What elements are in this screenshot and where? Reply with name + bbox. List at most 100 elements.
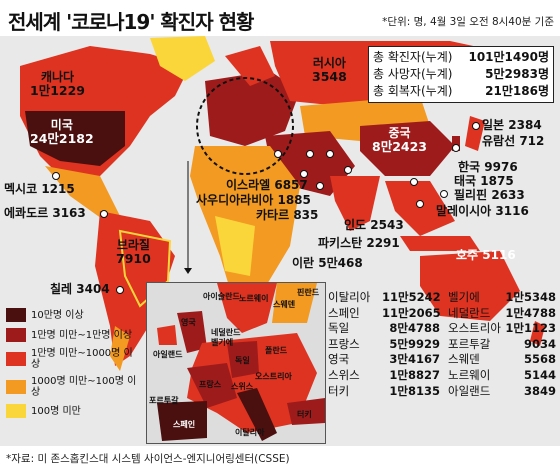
inset-spain <box>157 401 207 441</box>
country-name: 인도 <box>344 218 367 232</box>
greenland-shape <box>150 36 215 81</box>
totals-value: 21만186명 <box>485 84 549 98</box>
label-iran: 이란 5만468 <box>292 256 363 270</box>
totals-row-recovered: 총 회복자(누계) 21만186명 <box>373 83 549 100</box>
totals-label: 총 사망자(누계) <box>373 67 453 81</box>
pin-israel <box>274 150 282 158</box>
table-cell: 9034 <box>523 336 556 351</box>
table-cell: 3만4167 <box>389 352 440 367</box>
country-name: 카타르 <box>256 208 290 222</box>
table-cell: 11만5242 <box>382 290 441 304</box>
label-russia: 러시아 3548 <box>312 56 347 84</box>
pin-malaysia <box>416 200 424 208</box>
label-malaysia: 말레이시아 3116 <box>436 204 529 218</box>
legend-label: 1만명 미만~1만명 이상 <box>31 329 133 341</box>
europe-table: 이탈리아 11만5242 벨기에 1만5348 스페인 11만2065 네덜란드 1만478… <box>328 290 556 399</box>
table-row: 스위스 1만8827 노르웨이 5144 <box>328 368 556 384</box>
inset-label: 이탈리아 <box>235 428 265 437</box>
table-cell: 5만9929 <box>389 336 440 351</box>
pin-saudi <box>300 170 308 178</box>
label-saudi: 사우디아라비아 1885 <box>196 193 311 207</box>
pin-pakistan <box>326 150 334 158</box>
country-name: 필리핀 <box>454 188 488 202</box>
legend-label: 1만명 미만~1000명 이상 <box>31 348 133 370</box>
table-cell: 8만4788 <box>389 321 440 336</box>
inset-label: 독일 <box>235 356 250 365</box>
legend-label: 1000명 미만~100명 이상 <box>31 376 137 398</box>
country-value: 3116 <box>495 204 529 218</box>
inset-label: 포르투갈 <box>149 396 179 405</box>
label-philippines: 필리핀 2633 <box>454 188 525 202</box>
indonesia-shape <box>400 236 480 251</box>
table-row: 터키 1만8135 아일랜드 3849 <box>328 384 556 400</box>
country-name: 러시아 <box>312 56 346 70</box>
totals-value: 101만1490명 <box>468 50 549 64</box>
totals-row-deaths: 총 사망자(누계) 5만2983명 <box>373 66 549 83</box>
inset-germany <box>227 341 259 378</box>
inset-france <box>187 363 237 408</box>
inset-turkey <box>287 398 325 425</box>
table-row: 스페인 11만2065 네덜란드 1만4788 <box>328 306 556 322</box>
table-cell: 스웨덴 <box>448 352 480 367</box>
inset-label: 아일랜드 <box>153 350 183 359</box>
inset-ireland <box>157 325 177 345</box>
totals-box: 총 확진자(누계) 101만1490명 총 사망자(누계) 5만2983명 총 회복… <box>368 46 554 103</box>
country-name: 일본 <box>482 118 505 132</box>
country-name: 미국 <box>50 118 73 132</box>
table-cell: 벨기에 <box>448 290 480 304</box>
table-cell: 영국 <box>328 352 350 367</box>
label-korea: 한국 9976 <box>458 160 518 174</box>
new-zealand-shape <box>530 321 545 346</box>
table-cell: 독일 <box>328 321 350 336</box>
inset-uk <box>177 311 207 353</box>
legend-swatch <box>6 352 26 366</box>
europe-inset-map: 아이슬란드 노르웨이 스웨덴 핀란드 영국 네덜란드 벨기에 아일랜드 독일 폴… <box>146 282 326 444</box>
table-cell: 3849 <box>523 383 556 398</box>
legend-swatch <box>6 404 26 418</box>
country-value: 3548 <box>312 69 347 84</box>
legend-swatch <box>6 328 26 342</box>
label-chile: 칠레 3404 <box>50 282 110 296</box>
table-row: 이탈리아 11만5242 벨기에 1만5348 <box>328 290 556 306</box>
india-shape <box>330 176 380 231</box>
label-qatar: 카타르 835 <box>256 208 318 222</box>
table-cell: 이탈리아 <box>328 290 371 304</box>
unit-note: *단위: 명, 4월 3일 오전 8시40분 기준 <box>382 16 554 28</box>
totals-label: 총 확진자(누계) <box>373 50 453 64</box>
inset-mainland <box>187 333 317 433</box>
inset-label: 스페인 <box>173 420 196 429</box>
country-name: 말레이시아 <box>436 204 492 218</box>
inset-label: 오스트리아 <box>255 372 292 381</box>
legend-item: 100명 미만 <box>6 404 138 418</box>
country-name: 중국 <box>388 126 411 140</box>
europe-inset-shapes <box>157 283 325 441</box>
country-value: 7910 <box>116 251 151 266</box>
scandinavia-shape <box>225 46 275 86</box>
country-value: 24만2182 <box>30 131 94 146</box>
country-value: 6857 <box>274 178 308 192</box>
table-cell: 아일랜드 <box>448 383 491 398</box>
country-value: 1215 <box>41 182 75 196</box>
inset-italy <box>237 388 277 441</box>
country-value: 2633 <box>491 188 525 202</box>
pin-chile <box>116 286 124 294</box>
table-cell: 스페인 <box>328 305 360 320</box>
label-pakistan: 파키스탄 2291 <box>318 236 400 250</box>
pin-korea <box>452 144 460 152</box>
totals-row-confirmed: 총 확진자(누계) 101만1490명 <box>373 49 549 66</box>
pin-philippines <box>440 190 448 198</box>
country-name: 브라질 <box>116 238 150 252</box>
pin-ecuador <box>100 210 108 218</box>
country-name: 멕시코 <box>4 182 38 196</box>
label-ecuador: 에콰도르 3163 <box>4 206 86 220</box>
table-row: 프랑스 5만9929 포르투갈 9034 <box>328 337 556 353</box>
inset-arrow-head <box>184 268 192 274</box>
table-cell: 오스트리아 <box>448 321 501 336</box>
inset-label: 아이슬란드 <box>203 292 240 301</box>
country-name: 호주 <box>456 248 479 262</box>
usa-shape <box>25 111 125 166</box>
country-value: 5만468 <box>318 256 363 270</box>
country-value: 5116 <box>482 248 516 262</box>
country-name: 한국 <box>458 160 481 174</box>
country-name: 파키스탄 <box>318 236 363 250</box>
